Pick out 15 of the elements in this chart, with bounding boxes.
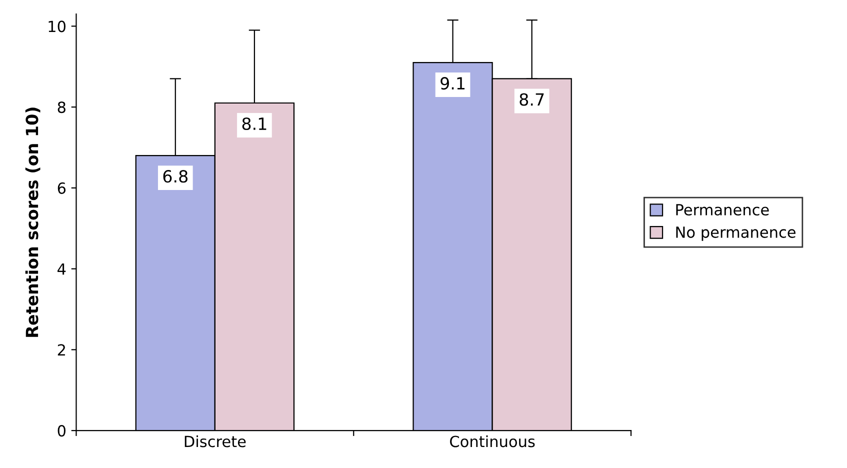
x-tick-label: Continuous	[450, 435, 535, 448]
y-tick-label: 6	[58, 182, 66, 194]
y-tick-label: 0	[58, 425, 66, 437]
data-label: 8.1	[242, 117, 266, 130]
y-tick-label: 2	[58, 344, 65, 356]
y-tick-label: 10	[48, 20, 66, 32]
legend-label: Permanence	[676, 204, 769, 216]
y-axis-title: Retention scores (on 10)	[25, 108, 40, 337]
legend-label: No permanence	[676, 226, 796, 241]
data-label: 6.8	[163, 170, 188, 183]
data-label: 8.7	[520, 93, 544, 106]
data-label: 9.1	[440, 77, 465, 90]
y-tick-label: 4	[58, 263, 66, 275]
x-tick-label: Discrete	[184, 435, 246, 448]
y-tick-label: 8	[58, 102, 66, 114]
